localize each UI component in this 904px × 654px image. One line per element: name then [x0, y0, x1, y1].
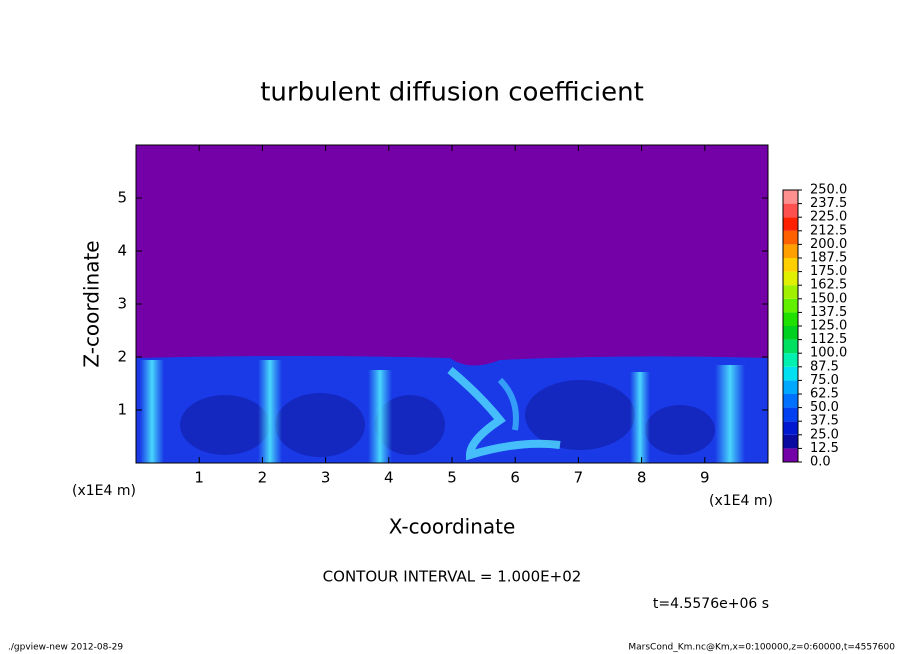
- field: [136, 145, 768, 463]
- x-tick-label: 2: [258, 469, 268, 487]
- x-tick-label: 1: [194, 469, 204, 487]
- colorbar-label: 250.0: [810, 183, 847, 198]
- x-tick-label: 9: [700, 469, 710, 487]
- colorbar-label: 100.0: [810, 346, 847, 361]
- footer-right: MarsCond_Km.nc@Km,x=0:100000,z=0:60000,t…: [628, 643, 895, 653]
- colorbar-label: 187.5: [810, 251, 847, 266]
- y-tick-label: 1: [117, 401, 127, 419]
- colorbar-label: 25.0: [810, 427, 839, 442]
- colorbar-band: [783, 298, 798, 313]
- contour-interval: CONTOUR INTERVAL = 1.000E+02: [323, 568, 582, 586]
- colorbar-label: 62.5: [810, 387, 839, 402]
- colorbar-label: 75.0: [810, 373, 839, 388]
- colorbar-band: [783, 271, 798, 286]
- colorbar-band: [783, 353, 798, 367]
- colorbar-label: 50.0: [810, 400, 839, 415]
- colorbar-band: [783, 217, 798, 231]
- colorbar-label: 200.0: [810, 237, 847, 252]
- x-tick-label: 5: [447, 469, 457, 487]
- colorbar-label: 162.5: [810, 278, 847, 293]
- colorbar-band: [783, 421, 798, 435]
- colorbar-label: 125.0: [810, 319, 847, 334]
- y-unit: (x1E4 m): [72, 483, 136, 499]
- y-tick-label: 2: [117, 348, 127, 366]
- time-label: t=4.5576e+06 s: [653, 596, 769, 612]
- colorbar-label: 37.5: [810, 414, 839, 429]
- colorbar-label: 212.5: [810, 223, 847, 238]
- colorbar-band: [783, 339, 798, 354]
- colorbar-band: [783, 203, 798, 218]
- x-tick-label: 8: [637, 469, 647, 487]
- y-tick-label: 5: [117, 189, 127, 207]
- colorbar-band: [783, 312, 798, 326]
- colorbar-label: 87.5: [810, 359, 839, 374]
- colorbar-label: 237.5: [810, 196, 847, 211]
- colorbar-label: 225.0: [810, 210, 847, 225]
- colorbar-band: [783, 407, 798, 422]
- colorbar-band: [783, 434, 798, 449]
- y-tick-label: 3: [117, 295, 127, 313]
- colorbar-label: 137.5: [810, 305, 847, 320]
- colorbar-band: [783, 448, 798, 462]
- y-axis-label: Z-coordinate: [80, 240, 104, 367]
- colorbar-label: 0.0: [810, 455, 831, 470]
- colorbar-band: [783, 190, 798, 204]
- colorbar-band: [783, 394, 798, 408]
- colorbar-band: [783, 244, 798, 258]
- colorbar-band: [783, 366, 798, 381]
- x-axis-label: X-coordinate: [389, 515, 516, 539]
- x-tick-label: 3: [321, 469, 331, 487]
- x-unit: (x1E4 m): [709, 493, 773, 509]
- colorbar-label: 150.0: [810, 291, 847, 306]
- y-tick-label: 4: [117, 242, 127, 260]
- colorbar-band: [783, 230, 798, 245]
- colorbar-label: 12.5: [810, 441, 839, 456]
- colorbar-band: [783, 380, 798, 394]
- colorbar-band: [783, 326, 798, 340]
- footer-left: ./gpview-new 2012-08-29: [8, 643, 123, 653]
- colorbar-label: 112.5: [810, 332, 847, 347]
- colorbar-band: [783, 258, 798, 272]
- x-tick-label: 6: [510, 469, 520, 487]
- colorbar-label: 175.0: [810, 264, 847, 279]
- x-tick-label: 7: [574, 469, 584, 487]
- x-tick-label: 4: [384, 469, 394, 487]
- colorbar-band: [783, 285, 798, 299]
- chart-title: turbulent diffusion coefficient: [260, 78, 644, 108]
